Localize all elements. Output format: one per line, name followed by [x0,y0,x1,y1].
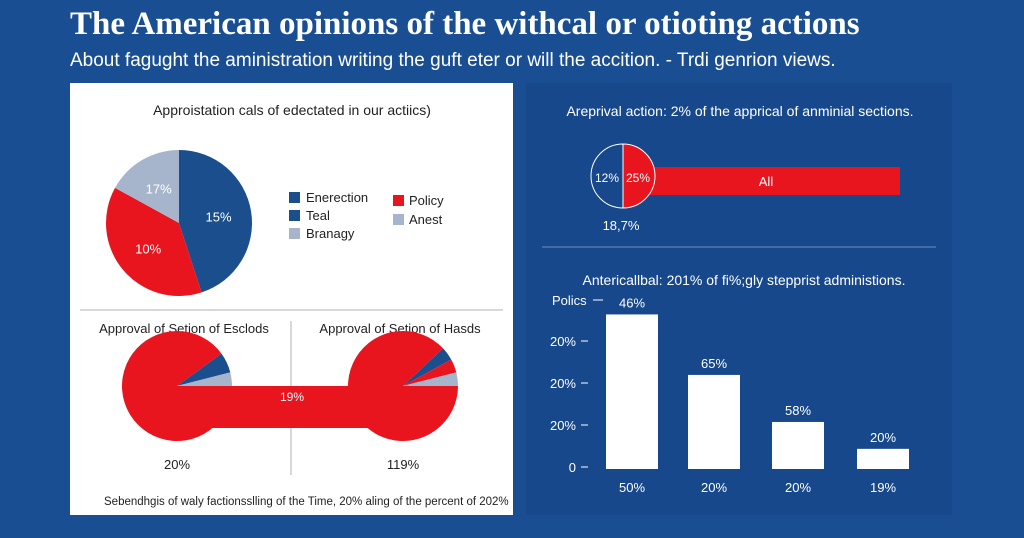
marker-value-label: 18,7% [603,218,640,233]
marker-right-label: 25% [626,171,650,185]
page-title: The American opinions of the withcal or … [70,6,860,42]
bar-category-label-0: 50% [619,480,645,495]
bar-3 [857,448,909,469]
y-tick-label-3: 0 [569,460,576,475]
legend-swatch-anest [393,214,404,225]
pie1-slice-1 [105,187,202,296]
marker-left-label: 12% [595,171,619,185]
footnote: Sebendhgis of waly factionsslling of the… [104,496,509,508]
bar-2 [772,421,824,469]
legend-label-policy: Policy [409,193,444,208]
pie2-title: Approval of Setion of Esclods [99,321,269,336]
pie1-chart [105,150,252,296]
pie3-title: Approval of Setion of Hasds [319,321,481,336]
pie1-slice-label-2: 17% [146,182,172,197]
pie3-value-label: 119% [387,457,420,472]
bar-data-label-1: 65% [701,356,727,371]
pie2-chart [122,330,232,442]
bar-category-label-2: 20% [785,480,811,495]
y-tick-label-1: 20% [550,376,576,391]
pie3-slice-1 [403,348,452,386]
left-panel: Approistation cals of edectated in our a… [70,83,513,515]
bar-data-label-2: 58% [785,403,811,418]
pie3-slice-0 [348,331,458,442]
pie1-labels: 15% 10% 17% [135,182,232,257]
legend-swatch-teal [289,210,300,221]
pie3-slice-3 [403,372,458,386]
legend-swatch-branagy [289,228,300,239]
bar-chart-ylabel: Polics [552,293,587,308]
legend-label-enerection: Enerection [306,190,368,205]
y-tick-label-2: 20% [550,418,576,433]
bar-all-label: All [759,174,774,189]
pie1-slice-label-0: 15% [205,210,231,225]
pie1-legend: Enerection Policy Teal Anest Branagy [289,190,444,241]
bar-chart-title: Antericallbal: 201% of fi%;gly stepprist… [583,272,906,288]
y-tick-label-0: 20% [550,334,576,349]
right-panel: Areprival action: 2% of the apprical of … [526,83,952,515]
pie1-title: Approistation cals of edectated in our a… [153,102,431,118]
legend-label-teal: Teal [306,208,330,223]
bar-0 [606,314,658,469]
page-subtitle: About fagught the aministration writing … [70,50,836,71]
bar-chart: 46% 50% 65% 20% 58% 20% 20% 19% 20% 20% 20% 0 [550,295,909,495]
legend-label-branagy: Branagy [306,226,355,241]
pie1-slice-2 [115,150,179,223]
marker-circle [590,143,656,209]
bar-category-label-1: 20% [701,480,727,495]
legend-label-anest: Anest [409,212,443,227]
pie1-slice-0 [179,150,252,293]
legend-swatch-enerection [289,192,300,203]
pie2-slice-2 [177,372,232,386]
bar-all [624,167,900,195]
bar-data-label-3: 20% [870,430,896,445]
legend-swatch-policy [393,195,404,206]
top-right-title: Areprival action: 2% of the apprical of … [566,103,913,119]
pie2-slice-1 [177,353,231,386]
bar-category-label-3: 19% [870,480,896,495]
connector-label: 19% [280,390,304,404]
pie2-value-label: 20% [164,457,190,472]
pie3-slice-2 [403,359,457,386]
bar-data-label-0: 46% [619,295,645,310]
left-panel-charts: Approistation cals of edectated in our a… [80,102,509,508]
right-panel-charts: Areprival action: 2% of the apprical of … [542,103,936,495]
pie1-slice-label-1: 10% [135,241,161,256]
bar-1 [688,374,740,469]
pie3-chart [348,331,458,442]
